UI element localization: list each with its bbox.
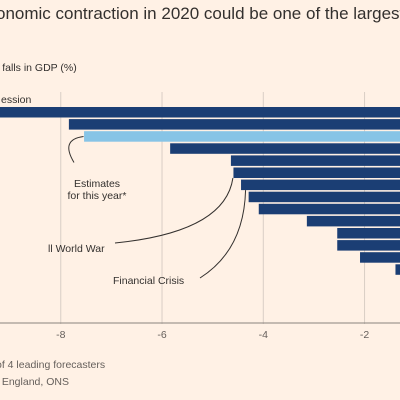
bar-9 [306, 215, 400, 227]
bars: ession [0, 94, 400, 275]
x-tick-label-1: -6 [157, 329, 166, 341]
annotation-leader-0 [68, 135, 84, 163]
bar-1 [68, 119, 400, 130]
bar-5 [233, 167, 400, 178]
bar-0 [0, 107, 400, 118]
annotation-text-1: ll World War [48, 243, 105, 255]
bar-6 [241, 179, 400, 191]
bar-2 [84, 131, 400, 142]
bar-4 [230, 155, 400, 166]
bar-12 [360, 252, 400, 263]
chart-title: onomic contraction in 2020 could be one … [0, 4, 400, 23]
bar-11 [337, 240, 400, 251]
bar-7 [248, 191, 400, 203]
source-note: of 4 leading forecasters f England, ONS [0, 357, 105, 391]
annotation-text-0-0: Estimates [74, 178, 120, 190]
annotation-leader-2 [199, 190, 247, 279]
x-axis: -8 -6 -4 -2 [0, 322, 400, 341]
bar-3 [170, 143, 400, 154]
chart-subtitle: l falls in GDP (%) [0, 62, 77, 74]
x-tick-label-3: -2 [360, 329, 369, 341]
bar-13 [395, 264, 400, 275]
bar-10 [337, 228, 400, 239]
x-tick-label-2: -4 [259, 329, 268, 341]
x-tick-label-0: -8 [56, 329, 65, 341]
annotation-text-0-1: for this year* [68, 190, 127, 202]
bar-label-0: ession [1, 94, 32, 106]
annotation-text-2: Financial Crisis [113, 275, 184, 287]
source-line-1: of 4 leading forecasters [0, 359, 106, 371]
annotation-leader-1 [114, 177, 234, 244]
bar-8 [258, 203, 400, 215]
source-line-2: f England, ONS [0, 376, 69, 388]
